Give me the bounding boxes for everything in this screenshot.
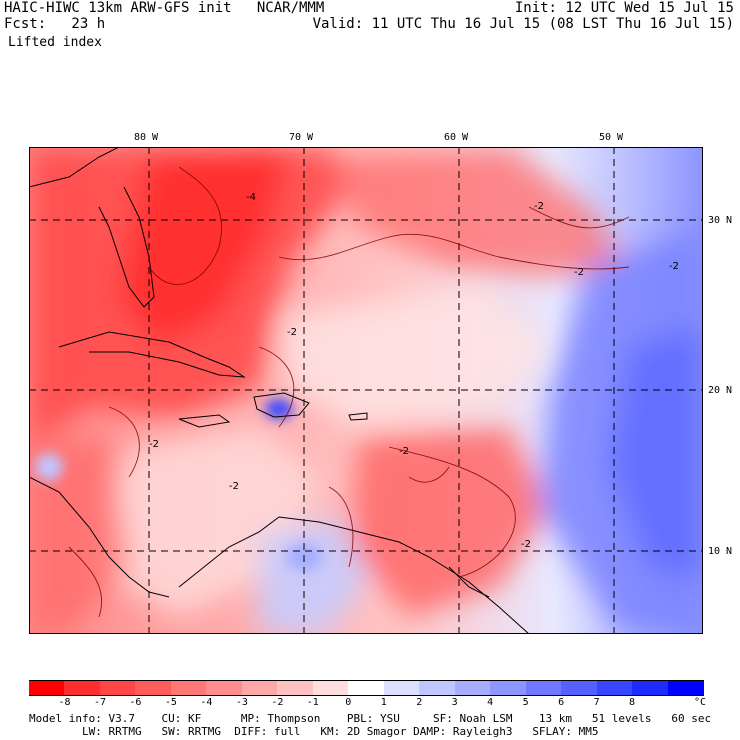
contour-label: -2 [287, 327, 297, 338]
colorbar-swatch [525, 680, 562, 696]
colorbar-swatch [135, 680, 172, 696]
colorbar-tick-label: 0 [345, 697, 352, 708]
grid-lines [29, 147, 703, 634]
colorbar-swatch [632, 680, 669, 696]
valid-time: Valid: 11 UTC Thu 16 Jul 15 (08 LST Thu … [312, 16, 734, 32]
colorbar-tick-label: -5 [164, 697, 177, 708]
colorbar-tick-label: 7 [593, 697, 600, 708]
lon-label-80w: 80 W [134, 132, 159, 143]
lat-label-30n: 30 N [708, 215, 733, 226]
coastlines [29, 147, 530, 634]
lat-label-10n: 10 N [708, 546, 733, 557]
model-title: HAIC-HIWC 13km ARW-GFS init NCAR/MMM [4, 0, 325, 16]
colorbar-swatch [667, 680, 704, 696]
colorbar-swatch [596, 680, 633, 696]
init-time: Init: 12 UTC Wed 15 Jul 15 [514, 0, 734, 16]
contours [68, 166, 630, 618]
lon-label-70w: 70 W [289, 132, 314, 143]
contour-label: -4 [246, 192, 256, 203]
colorbar-swatch [312, 680, 349, 696]
colorbar-tick-label: 8 [629, 697, 636, 708]
colorbar-swatch [419, 680, 456, 696]
colorbar-tick-label: 4 [487, 697, 494, 708]
model-info-line1: Model info: V3.7 CU: KF MP: Thompson PBL… [29, 712, 712, 725]
contour-label: -2 [149, 439, 159, 450]
colorbar-tick-label: 6 [558, 697, 565, 708]
colorbar-swatch [64, 680, 101, 696]
colorbar-swatch [454, 680, 491, 696]
colorbar-swatch [277, 680, 314, 696]
colorbar-tick-label: -1 [306, 697, 319, 708]
contour-label: -2 [521, 539, 531, 550]
colorbar-tick-label: -4 [200, 697, 213, 708]
colorbar-unit: °C [694, 697, 707, 708]
lifted-index-map: -4 -2 -2 -2 -2 -2 -2 -2 -2 [29, 147, 703, 634]
colorbar-swatch [348, 680, 385, 696]
colorbar-swatch [99, 680, 136, 696]
colorbar-tick-label: 5 [522, 697, 529, 708]
colorbar-swatch [29, 680, 65, 696]
forecast-hour: Fcst: 23 h [4, 16, 106, 32]
colorbar-tick-label: -2 [271, 697, 284, 708]
colorbar-tick-label: 3 [451, 697, 458, 708]
colorbar-tick-label: 1 [380, 697, 387, 708]
contour-label: -2 [534, 201, 544, 212]
model-info-line2: LW: RRTMG SW: RRTMG DIFF: full KM: 2D Sm… [29, 725, 599, 738]
colorbar-swatch [206, 680, 243, 696]
contour-labels: -4 -2 -2 -2 -2 -2 -2 -2 -2 [149, 192, 679, 550]
contour-label: -2 [574, 267, 584, 278]
field-name: Lifted index [8, 35, 102, 50]
colorbar-tick-label: -7 [93, 697, 106, 708]
colorbar-swatch [241, 680, 278, 696]
colorbar-swatch [383, 680, 420, 696]
contour-label: -2 [229, 481, 239, 492]
contour-label: -2 [669, 261, 679, 272]
colorbar-tick-label: -6 [129, 697, 142, 708]
colorbar-swatch [170, 680, 207, 696]
contour-label: -2 [399, 446, 409, 457]
colorbar-swatch [561, 680, 598, 696]
lon-label-50w: 50 W [599, 132, 624, 143]
lon-label-60w: 60 W [444, 132, 469, 143]
colorbar-tick-label: 2 [416, 697, 423, 708]
colorbar-swatch [490, 680, 527, 696]
colorbar-tick-label: -3 [235, 697, 248, 708]
colorbar-tick-label: -8 [58, 697, 71, 708]
lat-label-20n: 20 N [708, 385, 733, 396]
